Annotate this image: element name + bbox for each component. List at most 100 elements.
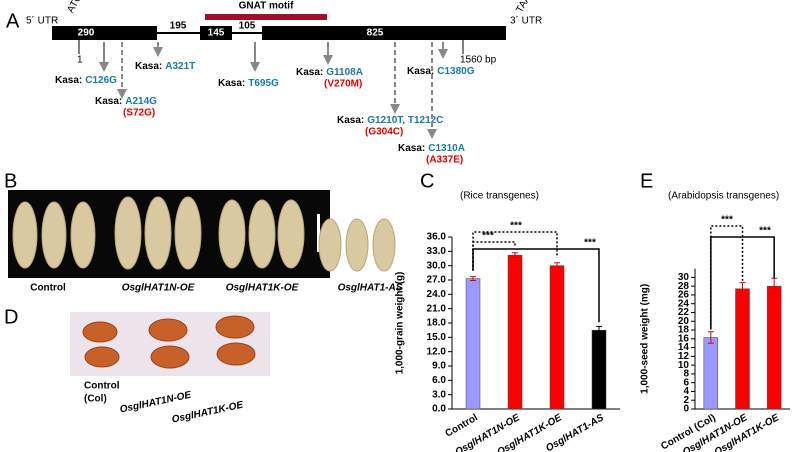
y-tick-label: 22: [678, 307, 690, 318]
mutation-label: Kasa: C1310A: [398, 143, 465, 154]
bar: [549, 265, 565, 410]
error-bar: [470, 276, 476, 281]
photo-caption: OsglHAT1-AS: [338, 283, 403, 294]
mutation-prefix: Kasa:: [95, 96, 122, 107]
mutation-prefix: Kasa:: [55, 75, 82, 86]
significance: ***: [510, 221, 522, 232]
y-tick-label: 36.0: [427, 232, 447, 243]
y-tick-label: 18: [678, 325, 690, 336]
mutation-change: A321T: [165, 61, 195, 72]
photo-caption: Control: [30, 283, 66, 294]
scale-bar: [317, 214, 320, 252]
segment-length: 825: [367, 28, 384, 39]
utr-label: 3´ UTR: [510, 15, 542, 27]
arrow-head: [153, 47, 163, 57]
significance: ***: [721, 215, 733, 226]
mutation-effect: (A337E): [426, 155, 463, 166]
mutation-prefix: Kasa:: [296, 67, 323, 78]
y-tick-label: 6.0: [432, 375, 446, 386]
mutation-prefix: Kasa:: [337, 115, 364, 126]
mutation-prefix: Kasa:: [407, 66, 434, 77]
y-tick-label: 27.0: [427, 275, 447, 286]
photo-caption: OsglHAT1N-OE: [122, 283, 195, 294]
y-tick-label: 14: [678, 342, 690, 353]
significance-bracket: [472, 241, 516, 271]
bar: [703, 337, 719, 410]
bar: [591, 329, 607, 410]
y-tick-label: 3.0: [432, 389, 446, 400]
mutation-change: C1310A: [428, 143, 465, 154]
mutation-effect: (V270M): [324, 79, 362, 90]
arrow-head: [323, 55, 333, 65]
error-bar: [596, 325, 602, 335]
error-bar: [554, 262, 560, 270]
utr-label: 5´ UTR: [26, 15, 58, 27]
y-tick-label: 24.0: [427, 289, 447, 300]
mutation-effect: (S72G): [123, 108, 155, 119]
grains: [12, 196, 305, 270]
significance: ***: [759, 226, 771, 237]
mutation-effect: (G304C): [365, 127, 403, 138]
mutation-change: A214G: [125, 96, 157, 107]
y-tick-label: 12.0: [427, 346, 447, 357]
mutation-change: C1380G: [437, 66, 474, 77]
codon-label: ATG: [65, 0, 85, 15]
significance-bracket: [710, 236, 775, 330]
mutation-label: Kasa: A321T: [135, 61, 195, 72]
y-tick-label: 24: [678, 298, 690, 309]
y-tick-label: 16: [678, 333, 690, 344]
y-tick-label: 26: [678, 290, 690, 301]
grains: [318, 218, 396, 272]
mutation-change: G1108A: [326, 67, 363, 78]
arrow-head: [250, 62, 260, 72]
y-tick-label: 20: [678, 316, 690, 327]
panel-label: D: [4, 306, 18, 328]
bar: [766, 285, 782, 410]
y-tick-label: 28: [678, 281, 690, 292]
motif-bar: [205, 14, 327, 20]
y-tick-label: 2: [683, 395, 689, 406]
y-tick-label: 8: [683, 369, 689, 380]
photo-caption: OsglHAT1K-OE: [171, 400, 245, 426]
mutation-label: Kasa: G1210T, T1212C: [337, 115, 443, 126]
panel-label: B: [4, 170, 17, 192]
y-tick-label: 9.0: [432, 361, 446, 372]
mutation-label: Kasa: C126G: [55, 75, 117, 86]
segment-length: 105: [239, 21, 256, 32]
arrow-head: [438, 49, 448, 59]
bar: [735, 288, 750, 410]
error-bar: [771, 277, 778, 295]
exon: [52, 26, 157, 40]
mutation-label: Kasa: T695G: [218, 78, 279, 89]
y-tick-label: 4: [683, 386, 689, 397]
y-tick-label: 21.0: [427, 303, 447, 314]
photo-caption: (Col): [84, 394, 107, 405]
exon: [200, 26, 232, 40]
mutation-change: C126G: [85, 75, 117, 86]
y-tick-label: 0: [683, 404, 689, 415]
arrow-head: [427, 129, 437, 139]
panel-label: E: [640, 170, 653, 192]
y-tick-label: 18.0: [427, 318, 447, 329]
motif-label: GNAT motif: [239, 1, 294, 12]
mutation-label: Kasa: G1108A: [296, 67, 363, 78]
y-axis-label: 1,000-grain weight (g): [395, 272, 406, 375]
panel-label: C: [420, 170, 434, 192]
y-tick-label: 30: [678, 272, 690, 283]
segment-length: 290: [78, 28, 95, 39]
chart-subtitle: (Arabidopsis transgenes): [668, 191, 779, 202]
y-tick-label: 10: [678, 360, 690, 371]
mutation-label: Kasa: C1380G: [407, 66, 475, 77]
seeds: [82, 315, 256, 369]
y-axis-label: 1,000-seed weight (mg): [640, 284, 651, 394]
y-tick-label: 0.0: [432, 404, 446, 415]
error-bar: [739, 282, 746, 296]
mutation-prefix: Kasa:: [135, 61, 162, 72]
mutation-prefix: Kasa:: [218, 78, 245, 89]
arrow-head: [117, 89, 127, 99]
mutation-prefix: Kasa:: [398, 143, 425, 154]
significance-bracket: [472, 231, 558, 271]
bar: [507, 254, 523, 410]
photo-caption: OsglHAT1K-OE: [226, 283, 299, 294]
segment-length: 195: [170, 21, 187, 32]
